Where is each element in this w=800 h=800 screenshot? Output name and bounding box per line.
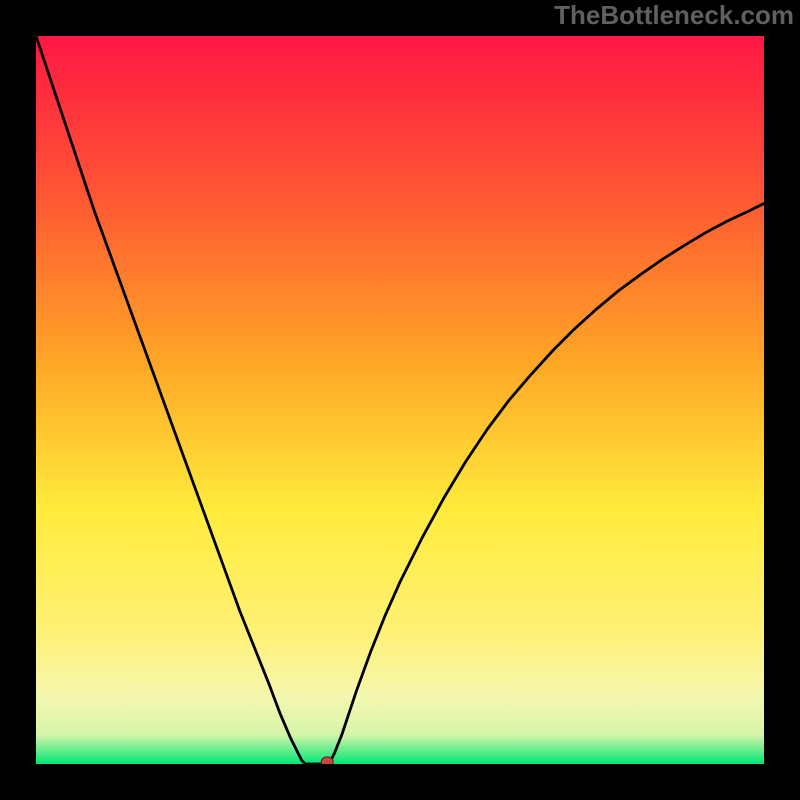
chart-gradient-background [36,36,764,764]
watermark-text: TheBottleneck.com [554,0,794,31]
chart-container: { "meta": { "width": 800, "height": 800,… [0,0,800,800]
bottleneck-chart [0,0,800,800]
